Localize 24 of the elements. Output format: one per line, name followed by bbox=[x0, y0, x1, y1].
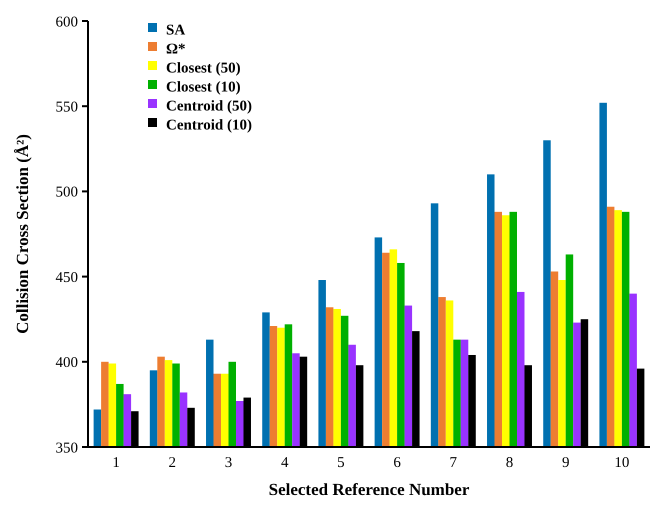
x-tick-label: 9 bbox=[562, 455, 570, 471]
x-tick-label: 6 bbox=[393, 455, 402, 471]
legend-label: Ω* bbox=[166, 41, 186, 58]
y-tick-label: 450 bbox=[56, 270, 78, 286]
y-tick-label: 350 bbox=[56, 440, 78, 456]
legend-label: Closest (50) bbox=[166, 60, 241, 76]
x-tick-label: 3 bbox=[224, 455, 232, 471]
y-tick-label: 600 bbox=[56, 14, 78, 30]
legend-label: SA bbox=[166, 22, 186, 38]
x-tick-label: 2 bbox=[168, 455, 176, 471]
y-tick-label: 400 bbox=[56, 355, 78, 372]
x-axis-title: Selected Reference Number bbox=[268, 480, 470, 499]
legend-label: Closest (10) bbox=[166, 79, 241, 96]
x-tick-label: 10 bbox=[614, 455, 630, 471]
legend-label: Centroid (50) bbox=[166, 98, 252, 114]
y-tick-label: 500 bbox=[56, 184, 78, 201]
x-tick-label: 8 bbox=[506, 455, 514, 471]
x-tick-label: 5 bbox=[337, 455, 345, 471]
x-tick-label: 4 bbox=[280, 455, 289, 471]
y-tick-label: 550 bbox=[56, 99, 78, 116]
legend-label: Centroid (10) bbox=[166, 117, 252, 134]
y-axis-title: Collision Cross Section (Å²) bbox=[13, 134, 32, 334]
x-tick-label: 1 bbox=[112, 455, 120, 471]
x-tick-label: 7 bbox=[450, 455, 458, 471]
